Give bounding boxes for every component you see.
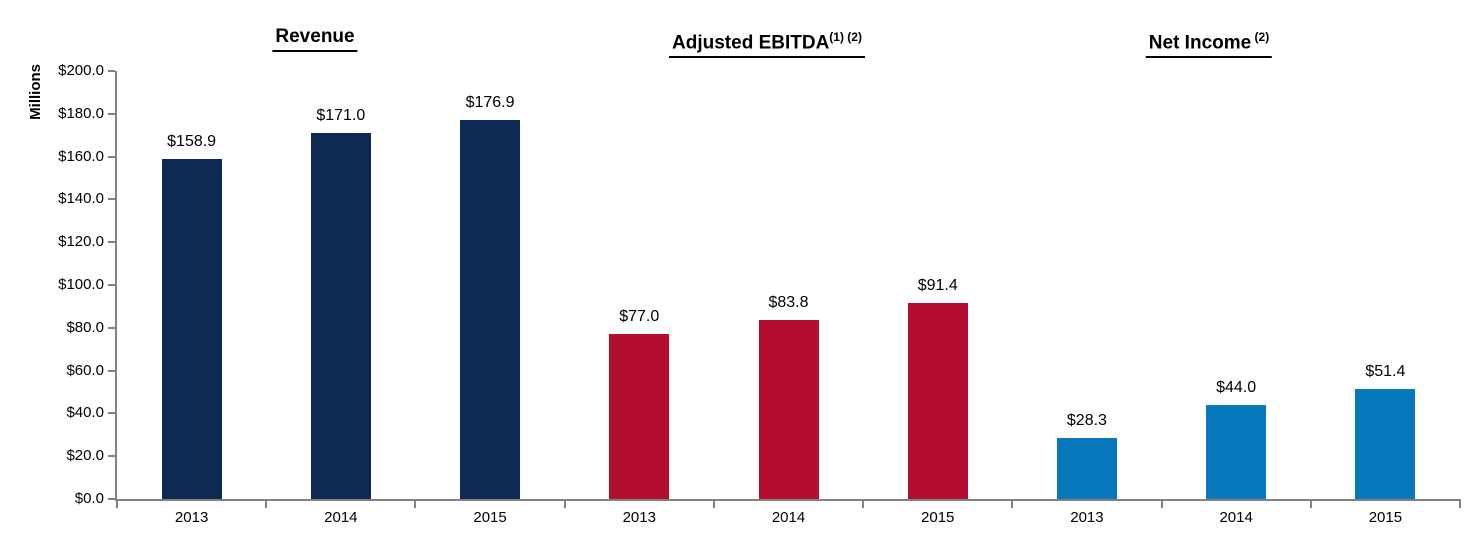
- bar-value-label: $176.9: [465, 94, 515, 112]
- bar-value-label: $83.8: [768, 293, 809, 311]
- x-tick-mark: [1011, 499, 1014, 508]
- x-tick-mark: [563, 499, 566, 508]
- x-tick-mark: [414, 499, 417, 508]
- bar-value-label: $171.0: [316, 107, 366, 125]
- x-tick-mark: [712, 499, 715, 508]
- bar-revenue-2015: [460, 120, 521, 499]
- bar-net-income-2014: [1206, 404, 1267, 499]
- x-category-label: 2014: [324, 509, 358, 526]
- bar-net-income-2015: [1355, 389, 1416, 499]
- chart-title-text: Net Income: [1148, 32, 1252, 54]
- y-tick-mark: [108, 284, 115, 286]
- y-tick-mark: [108, 455, 115, 458]
- bar-adjusted-ebitda-2015: [907, 303, 968, 499]
- x-category-label: 2014: [771, 509, 806, 526]
- bar-revenue-2013: [161, 158, 222, 499]
- y-axis-line: [115, 71, 117, 501]
- bar-revenue-2014: [310, 133, 371, 499]
- x-tick-mark: [1309, 499, 1312, 508]
- y-tick-label: $0.0: [74, 490, 104, 507]
- y-tick-label: $100.0: [58, 276, 104, 293]
- y-tick-mark: [108, 198, 115, 201]
- chart-title-footnote-ref: (1) (2): [829, 30, 862, 44]
- x-category-label: 2015: [1368, 509, 1403, 526]
- y-tick-label: $140.0: [58, 190, 104, 208]
- y-tick-mark: [108, 241, 115, 244]
- y-tick-label: $60.0: [66, 361, 104, 379]
- chart-title-revenue: Revenue: [272, 26, 358, 52]
- chart-title-text: Adjusted EBITDA: [672, 32, 830, 54]
- x-category-label: 2013: [174, 509, 209, 526]
- y-tick-label: $80.0: [66, 318, 104, 336]
- y-tick-mark: [108, 155, 115, 158]
- x-category-label: 2013: [1070, 509, 1104, 526]
- bar-value-label: $51.4: [1365, 363, 1406, 380]
- x-tick-mark: [862, 499, 865, 508]
- x-tick-mark: [1160, 499, 1163, 508]
- y-tick-mark: [108, 326, 115, 329]
- bar-value-label: $28.3: [1066, 412, 1107, 430]
- x-tick-mark: [265, 499, 268, 508]
- x-category-label: 2015: [473, 509, 507, 526]
- chart-title-text: Revenue: [275, 26, 355, 47]
- y-tick-label: $120.0: [58, 233, 104, 251]
- y-tick-label: $180.0: [58, 104, 104, 122]
- y-tick-mark: [108, 498, 115, 500]
- bar-adjusted-ebitda-2013: [609, 334, 670, 499]
- x-category-label: 2014: [1219, 509, 1253, 526]
- y-tick-mark: [108, 369, 115, 372]
- chart-title-footnote-ref: (2): [1251, 30, 1270, 44]
- y-tick-label: $160.0: [58, 147, 104, 165]
- x-category-label: 2013: [622, 509, 656, 526]
- bar-value-label: $158.9: [167, 132, 217, 150]
- y-tick-mark: [108, 112, 115, 115]
- y-tick-mark: [108, 70, 115, 72]
- x-category-label: 2015: [921, 509, 955, 526]
- y-tick-mark: [108, 412, 115, 415]
- x-tick-mark: [1459, 499, 1461, 508]
- y-tick-label: $40.0: [66, 404, 104, 422]
- x-tick-mark: [116, 499, 118, 508]
- bar-adjusted-ebitda-2014: [758, 319, 819, 499]
- x-axis-line: [115, 499, 1460, 501]
- bar-net-income-2013: [1056, 438, 1117, 499]
- bar-value-label: $91.4: [917, 277, 958, 295]
- y-tick-label: $200.0: [58, 62, 104, 79]
- chart-title-adjusted-ebitda: Adjusted EBITDA(1) (2): [669, 26, 865, 59]
- y-tick-label: $20.0: [66, 447, 104, 465]
- chart-title-net-income: Net Income (2): [1145, 26, 1273, 59]
- bar-value-label: $44.0: [1216, 378, 1257, 396]
- bar-value-label: $77.0: [619, 308, 660, 326]
